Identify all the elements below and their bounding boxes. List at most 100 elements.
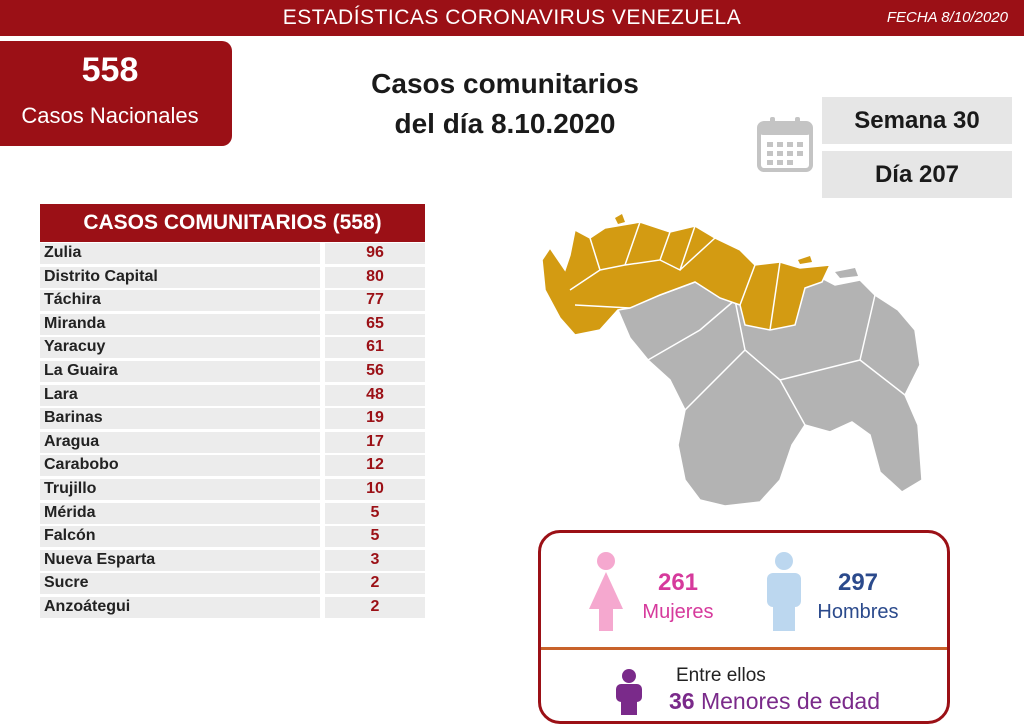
table-title: CASOS COMUNITARIOS (558): [40, 204, 425, 242]
table-row: Lara 48: [40, 384, 425, 408]
child-icon: [616, 669, 642, 715]
divider: [541, 647, 947, 650]
minors-line: 36 Menores de edad: [669, 688, 880, 715]
case-count: 10: [366, 479, 384, 497]
table-row: Aragua 17: [40, 431, 425, 455]
case-count: 48: [366, 385, 384, 403]
case-count: 17: [366, 432, 384, 450]
row-state-bg: [40, 431, 320, 453]
national-cases-box: 558 Casos Nacionales: [0, 41, 232, 146]
case-count: 77: [366, 291, 384, 309]
row-count-bg: [325, 502, 425, 524]
row-count-bg: [325, 549, 425, 571]
row-state-bg: [40, 313, 320, 335]
row-state-bg: [40, 596, 320, 618]
state-name: Barinas: [44, 409, 103, 427]
case-count: 2: [370, 574, 380, 592]
row-count-bg: [325, 573, 425, 595]
row-count-bg: [325, 243, 425, 264]
case-count: 19: [366, 409, 384, 427]
week-label: Semana 30: [822, 97, 1012, 144]
case-count: 96: [366, 244, 384, 261]
state-name: Distrito Capital: [44, 267, 158, 285]
minors-count: 36: [669, 688, 695, 714]
table-row: Trujillo 10: [40, 478, 425, 502]
case-count: 2: [370, 597, 380, 615]
case-count: 80: [366, 267, 384, 285]
table-row: Barinas 19: [40, 407, 425, 431]
table-row: Zulia 96: [40, 242, 425, 266]
woman-icon: [589, 552, 623, 631]
case-count: 12: [366, 456, 384, 474]
main-heading: Casos comunitarios del día 8.10.2020: [330, 64, 680, 144]
row-state-bg: [40, 502, 320, 524]
row-count-bg: [325, 455, 425, 477]
state-name: Lara: [44, 385, 78, 403]
table-row: Yaracuy 61: [40, 336, 425, 360]
case-count: 5: [370, 527, 380, 545]
row-count-bg: [325, 313, 425, 335]
state-name: Trujillo: [44, 479, 97, 497]
women-count: 261: [657, 569, 699, 596]
minors-intro: Entre ellos: [676, 665, 766, 686]
case-count: 3: [370, 550, 380, 568]
row-state-bg: [40, 526, 320, 548]
state-name: Anzoátegui: [44, 597, 131, 615]
man-icon: [767, 552, 801, 631]
state-name: Zulia: [44, 244, 82, 261]
row-state-bg: [40, 408, 320, 430]
row-state-bg: [40, 360, 320, 382]
table-row: Carabobo 12: [40, 454, 425, 478]
row-count-bg: [325, 596, 425, 618]
row-state-bg: [40, 478, 320, 500]
case-count: 56: [366, 361, 384, 379]
women-label: Mujeres: [642, 601, 714, 623]
case-count: 61: [366, 338, 384, 356]
state-name: Mérida: [44, 503, 96, 521]
case-count: 5: [370, 503, 380, 521]
day-label: Día 207: [822, 151, 1012, 198]
men-label: Hombres: [817, 601, 899, 623]
row-count-bg: [325, 408, 425, 430]
row-state-bg: [40, 384, 320, 406]
venezuela-map: [541, 214, 923, 507]
row-state-bg: [40, 243, 320, 264]
state-name: La Guaira: [44, 361, 118, 379]
heading-line-2: del día 8.10.2020: [394, 108, 616, 139]
minors-label: Menores de edad: [700, 688, 880, 714]
state-name: Nueva Esparta: [44, 550, 156, 568]
row-state-bg: [40, 549, 320, 571]
row-count-bg: [325, 384, 425, 406]
heading-line-1: Casos comunitarios: [371, 68, 639, 99]
table-row: Distrito Capital 80: [40, 266, 425, 290]
row-state-bg: [40, 266, 320, 288]
table-row: Miranda 65: [40, 313, 425, 337]
table-row: La Guaira 56: [40, 360, 425, 384]
table-row: Sucre 2: [40, 572, 425, 596]
community-cases-table: CASOS COMUNITARIOS (558) Zulia 96 Distrito…: [40, 204, 425, 620]
row-count-bg: [325, 290, 425, 312]
national-cases-count: 558: [81, 51, 139, 89]
men-count: 297: [837, 569, 879, 596]
row-count-bg: [325, 266, 425, 288]
table-row: Nueva Esparta 3: [40, 549, 425, 573]
page-title: ESTADÍSTICAS CORONAVIRUS VENEZUELA: [282, 6, 742, 29]
row-count-bg: [325, 478, 425, 500]
row-count-bg: [325, 360, 425, 382]
state-name: Táchira: [44, 291, 101, 309]
table-row: Táchira 77: [40, 289, 425, 313]
report-date: FECHA 8/10/2020: [886, 9, 1008, 26]
table-row: Anzoátegui 2: [40, 596, 425, 620]
state-name: Falcón: [44, 527, 96, 545]
calendar-icon: [757, 117, 813, 172]
national-cases-label: Casos Nacionales: [21, 103, 199, 128]
row-state-bg: [40, 455, 320, 477]
table-body: Zulia 96 Distrito Capital 80 Táchira 77 Mirand…: [40, 242, 425, 620]
case-count: 65: [366, 314, 384, 332]
row-count-bg: [325, 337, 425, 359]
gender-breakdown-box: 261 Mujeres 297 Hombres Entre ellos 36 M…: [538, 530, 950, 724]
header-bar: ESTADÍSTICAS CORONAVIRUS VENEZUELA FECHA…: [0, 0, 1024, 36]
row-count-bg: [325, 431, 425, 453]
table-row: Falcón 5: [40, 525, 425, 549]
table-row: Mérida 5: [40, 502, 425, 526]
